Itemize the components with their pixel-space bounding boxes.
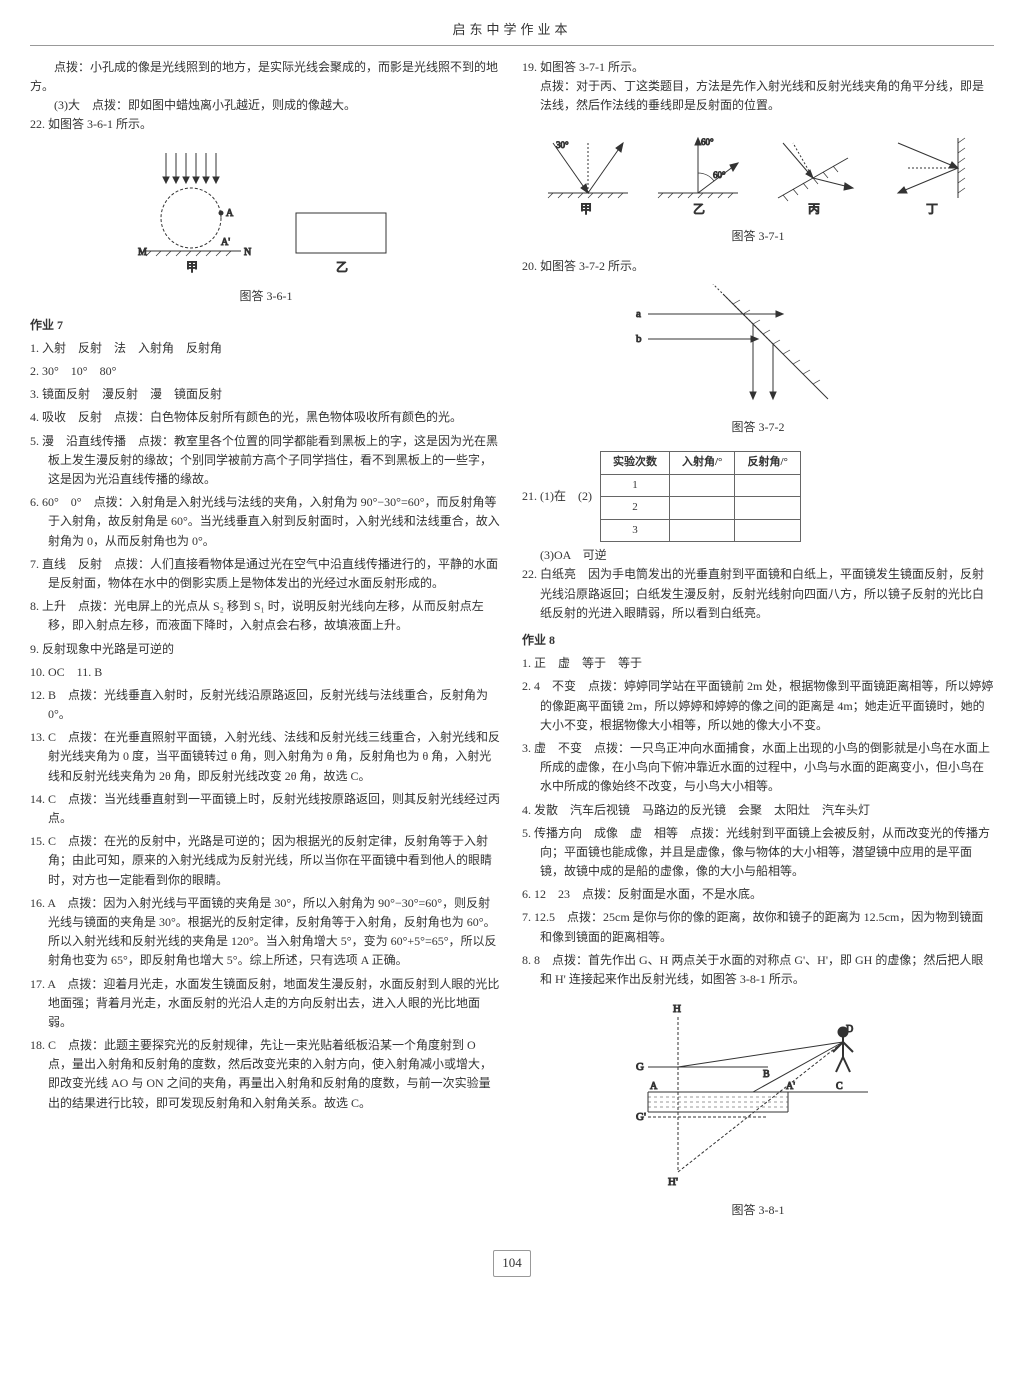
answer-item: 4. 吸收 反射 点拨：白色物体反射所有颜色的光，黑色物体吸收所有颜色的光。: [30, 408, 502, 427]
label-N: N: [244, 247, 251, 258]
table-cell: 2: [601, 497, 670, 520]
svg-text:b: b: [636, 333, 642, 345]
answer-item: 2. 4 不变 点拨：婷婷同学站在平面镜前 2m 处，根据物像到平面镜距离相等，…: [522, 677, 994, 735]
figure-3-8-1: H H' G G' A A' B C D: [522, 997, 994, 1220]
text-block: 点拨：对于丙、丁这类题目，方法是先作入射光线和反射光线夹角的角平分线，即是法线，…: [522, 77, 994, 115]
svg-text:丁: 丁: [926, 202, 938, 216]
svg-text:60°: 60°: [701, 137, 714, 147]
label-yi: 乙: [336, 260, 348, 274]
figure-3-7-1: 30° 甲 60° 60° 乙: [522, 123, 994, 246]
svg-text:30°: 30°: [556, 140, 569, 150]
left-column: 点拨：小孔成的像是光线照到的地方，是实际光线会聚成的，而影是光线照不到的地方。 …: [30, 58, 502, 1231]
text-block: 20. 如图答 3-7-2 所示。: [522, 257, 994, 276]
answer-item: 3. 镜面反射 漫反射 漫 镜面反射: [30, 385, 502, 404]
answer-item: 4. 发散 汽车后视镜 马路边的反光镜 会聚 太阳灶 汽车头灯: [522, 801, 994, 820]
svg-text:H: H: [673, 1003, 681, 1015]
text-block: 19. 如图答 3-7-1 所示。: [522, 58, 994, 77]
text-block: 点拨：小孔成的像是光线照到的地方，是实际光线会聚成的，而影是光线照不到的地方。: [30, 58, 502, 96]
answer-item: 7. 直线 反射 点拨：人们直接看物体是通过光在空气中沿直线传播进行的，平静的水…: [30, 555, 502, 593]
label-Ap: A': [221, 237, 230, 248]
answer-item: 9. 反射现象中光路是可逆的: [30, 640, 502, 659]
answer-item: 5. 传播方向 成像 虚 相等 点拨：光线射到平面镜上会被反射，从而改变光的传播…: [522, 824, 994, 882]
figure-caption: 图答 3-7-2: [522, 418, 994, 437]
label-jia: 甲: [186, 260, 198, 274]
svg-text:G': G': [636, 1111, 646, 1123]
table-header: 反射角/°: [735, 451, 800, 474]
answer-item: 16. A 点拨：因为入射光线与平面镜的夹角是 30°，所以入射角为 90°−3…: [30, 894, 502, 971]
text-block: 21. (1)在 (2): [522, 487, 592, 506]
answer-item: 7. 12.5 点拨：25cm 是你与你的像的距离，故你和镜子的距离为 12.5…: [522, 908, 994, 946]
answer-item: 6. 60° 0° 点拨：入射角是入射光线与法线的夹角，入射角为 90°−30°…: [30, 493, 502, 551]
answer-item: 8. 8 点拨：首先作出 G、H 两点关于水面的对称点 G'、H'，即 GH 的…: [522, 951, 994, 989]
svg-text:丙: 丙: [808, 202, 820, 216]
answer-item: 2. 30° 10° 80°: [30, 362, 502, 381]
svg-text:B: B: [763, 1069, 770, 1080]
answer-item: 12. B 点拨：光线垂直入射时，反射光线沿原路返回，反射光线与法线重合，反射角…: [30, 686, 502, 724]
page-header: 启东中学作业本: [30, 20, 994, 46]
text-block: (3)大 点拨：即如图中蜡烛离小孔越近，则成的像越大。: [30, 96, 502, 115]
answer-item: 8. 上升 点拨：光电屏上的光点从 S₂ 移到 S₁ 时，说明反射光线向左移，从…: [30, 597, 502, 635]
answer-item: 15. C 点拨：在光的反射中，光路是可逆的；因为根据光的反射定律，反射角等于入…: [30, 832, 502, 890]
table-cell: 1: [601, 474, 670, 497]
svg-text:乙: 乙: [693, 202, 705, 216]
text-block: (3)OA 可逆: [522, 546, 994, 565]
page-footer: 104: [30, 1250, 994, 1277]
answer-item: 6. 12 23 点拨：反射面是水面，不是水底。: [522, 885, 994, 904]
label-M: M: [138, 247, 147, 258]
answer-item: 13. C 点拨：在光垂直照射平面镜，入射光线、法线和反射光线三线重合，入射光线…: [30, 728, 502, 786]
figure-3-7-2: a b 图答 3-7-2: [522, 284, 994, 437]
homework-7-title: 作业 7: [30, 316, 502, 335]
homework-8-title: 作业 8: [522, 631, 994, 650]
figure-caption: 图答 3-6-1: [30, 287, 502, 306]
svg-text:G: G: [636, 1061, 644, 1073]
table-header: 实验次数: [601, 451, 670, 474]
label-A: A: [226, 208, 234, 219]
answer-item: 17. A 点拨：迎着月光走，水面发生镜面反射，地面发生漫反射，水面反射到人眼的…: [30, 975, 502, 1033]
answer-item: 22. 白纸亮 因为手电筒发出的光垂直射到平面镜和白纸上，平面镜发生镜面反射，反…: [522, 565, 994, 623]
figure-caption: 图答 3-7-1: [522, 227, 994, 246]
svg-text:甲: 甲: [580, 202, 592, 216]
svg-text:A': A': [786, 1081, 795, 1092]
answer-item: 3. 虚 不变 点拨：一只鸟正冲向水面捕食，水面上出现的小鸟的倒影就是小鸟在水面…: [522, 739, 994, 797]
svg-text:H': H': [668, 1176, 678, 1188]
page-number: 104: [493, 1250, 531, 1277]
svg-text:a: a: [636, 308, 641, 320]
text-block: 22. 如图答 3-6-1 所示。: [30, 115, 502, 134]
svg-text:A: A: [650, 1081, 658, 1092]
answer-item: 5. 漫 沿直线传播 点拨：教室里各个位置的同学都能看到黑板上的字，这是因为光在…: [30, 432, 502, 490]
right-column: 19. 如图答 3-7-1 所示。 点拨：对于丙、丁这类题目，方法是先作入射光线…: [522, 58, 994, 1231]
svg-text:60°: 60°: [713, 170, 726, 180]
answer-item: 14. C 点拨：当光线垂直射到一平面镜上时，反射光线按原路返回，则其反射光线经…: [30, 790, 502, 828]
experiment-table: 实验次数 入射角/° 反射角/° 1 2 3: [600, 451, 801, 542]
table-cell: 3: [601, 519, 670, 542]
svg-text:C: C: [836, 1081, 843, 1092]
figure-3-6-1: A A' M N 甲 乙 图答 3-6-1: [30, 143, 502, 306]
answer-item: 10. OC 11. B: [30, 663, 502, 682]
answer-item: 1. 正 虚 等于 等于: [522, 654, 994, 673]
answer-item: 18. C 点拨：此题主要探究光的反射规律，先让一束光贴着纸板沿某一个角度射到 …: [30, 1036, 502, 1113]
figure-caption: 图答 3-8-1: [522, 1201, 994, 1220]
table-header: 入射角/°: [670, 451, 735, 474]
answer-item: 1. 入射 反射 法 入射角 反射角: [30, 339, 502, 358]
